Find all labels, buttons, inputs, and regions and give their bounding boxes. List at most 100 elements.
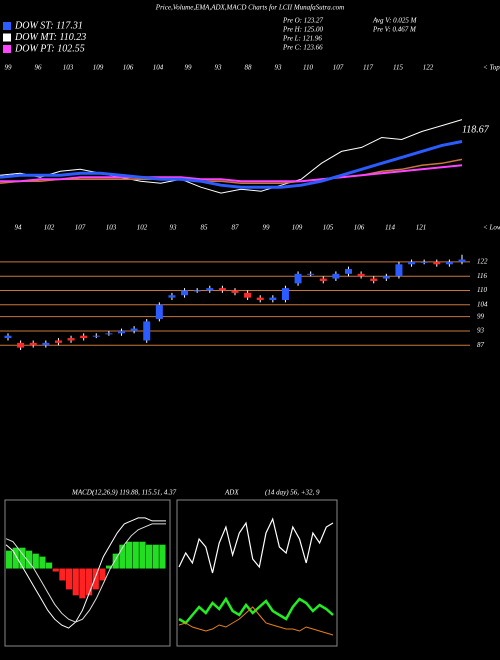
candle-body [370,278,378,281]
series-line [0,140,463,189]
lows-label: < Lows [483,224,500,232]
candle-body [433,261,441,265]
histogram-bar [126,541,133,569]
histogram-bar [86,568,93,596]
series-line [5,517,166,629]
histogram-bar [139,541,146,569]
histogram-bar [19,547,26,569]
top-label: 115 [393,64,403,72]
adx-frame [176,499,338,647]
histogram-bar [132,541,139,569]
candle-body [281,288,289,300]
chart-title: Price,Volume,EMA,ADX,MACD Charts for LCI… [155,4,344,12]
top-label: 104 [153,64,164,72]
candle-body [155,304,163,320]
histogram-bar [119,544,126,569]
info-text: Avg V: 0.025 M [372,17,418,25]
candle-body [193,290,201,292]
info-text: Pre O: 123.27 [282,17,323,25]
top-label: 96 [35,64,43,72]
histogram-bar [6,550,13,569]
candle-body [181,290,189,296]
candle-body [92,335,100,337]
histogram-bar [106,565,113,569]
histogram-bar [79,568,86,599]
candle-body [319,278,327,281]
candle-body [130,328,138,331]
top-label: 93 [215,64,223,72]
candle-body [118,330,125,334]
info-text: Pre H: 125.00 [282,26,323,34]
low-label: 106 [354,224,365,232]
histogram-bar [72,568,79,596]
histogram-bar [112,553,119,569]
candle-body [345,269,352,274]
candle-body [458,259,466,262]
top-label: 106 [123,64,134,72]
histogram-bar [26,550,33,569]
top-label: 122 [423,64,434,72]
y-tick-label: 110 [477,286,487,294]
y-tick-label: 87 [477,341,485,349]
candle-body [408,261,416,265]
legend-swatch [3,22,11,30]
candle-body [42,342,50,346]
series-line [0,158,463,184]
series-line [178,517,334,574]
info-text: Pre L: 121.96 [282,35,322,43]
histogram-bar [146,544,153,569]
candle-body [4,335,12,339]
candle-body [54,340,62,343]
top-label: 110 [303,64,313,72]
candle-body [29,342,37,346]
series-line [5,523,166,623]
low-label: 85 [201,224,209,232]
series-line [178,606,334,636]
candle-body [231,290,239,293]
histogram-bar [99,568,106,581]
adx-params: (14 day) 56, +32, 9 [265,489,320,497]
low-label: 102 [44,224,55,232]
top-label: 99 [5,64,13,72]
info-text: Pre V: 0.467 M [372,26,417,34]
low-label: 114 [385,224,395,232]
candle-body [143,321,151,341]
candle-body [80,335,88,339]
y-tick-label: 116 [477,272,487,280]
low-label: 121 [416,224,427,232]
last-value-label: 118.67 [462,125,490,136]
candle-body [445,261,453,265]
histogram-bar [159,544,166,569]
histogram-bar [52,568,59,572]
legend-label: DOW PT: 102.55 [14,43,85,54]
histogram-bar [152,544,159,569]
low-label: 107 [75,224,86,232]
top-label: 109 [93,64,104,72]
low-label: 87 [232,224,240,232]
histogram-bar [32,553,39,569]
candle-body [269,297,277,300]
low-label: 102 [137,224,148,232]
histogram-bar [92,568,99,590]
legend-swatch [3,33,11,42]
macd-params: (12,26,9) 119.88, 115.51, 4.37 [92,489,177,497]
adx-label: ADX [224,489,239,497]
candle-body [244,292,252,298]
info-text: Pre C: 123.66 [282,44,323,52]
macd-label: MACD: [71,489,94,497]
low-label: 94 [15,224,23,232]
low-label: 93 [170,224,178,232]
candle-body [294,273,302,284]
legend-label: DOW MT: 110.23 [14,32,86,43]
candle-body [357,273,365,277]
low-label: 105 [323,224,334,232]
low-label: 99 [263,224,271,232]
top-label: 93 [275,64,283,72]
y-tick-label: 99 [477,312,485,320]
candle-body [395,264,403,277]
candle-body [420,261,428,263]
candle-body [206,288,214,291]
top-label: 107 [333,64,344,72]
candle-body [332,273,340,279]
